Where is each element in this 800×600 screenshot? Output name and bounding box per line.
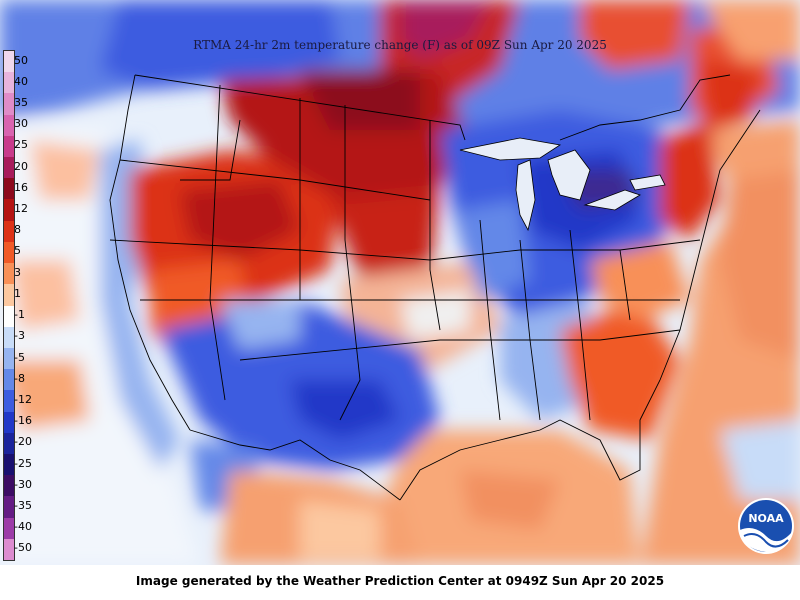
- noaa-logo: NOAA: [736, 496, 796, 556]
- legend-label: -50: [14, 541, 32, 555]
- legend-swatch: [4, 284, 14, 306]
- legend-swatch: [4, 475, 14, 497]
- legend-swatch: [4, 305, 14, 328]
- legend-label: 35: [14, 96, 28, 110]
- legend-swatch: [4, 432, 14, 455]
- legend-swatch: [4, 220, 14, 243]
- color-legend: [3, 50, 15, 561]
- legend-swatch: [4, 517, 14, 540]
- legend-swatch: [4, 157, 14, 179]
- legend-label: -8: [14, 371, 25, 385]
- legend-label: -16: [14, 414, 32, 428]
- great-lakes: [459, 137, 666, 232]
- legend-label: -20: [14, 435, 32, 449]
- footer-credit: Image generated by the Weather Predictio…: [135, 574, 665, 588]
- temperature-change-map: RTMA 24-hr 2m temperature change (F) as …: [0, 0, 800, 565]
- noaa-logo-text: NOAA: [748, 512, 784, 525]
- legend-label: -35: [14, 498, 32, 512]
- legend-swatch: [4, 347, 14, 370]
- legend-swatch: [4, 538, 14, 561]
- legend-swatch: [4, 135, 14, 158]
- legend-swatch: [4, 411, 14, 434]
- legend-swatch: [4, 326, 14, 349]
- legend-swatch: [4, 241, 14, 264]
- legend-label: 1: [14, 286, 21, 300]
- map-canvas: [0, 0, 800, 565]
- legend-swatch: [4, 178, 14, 200]
- legend-label: 50: [14, 53, 28, 67]
- legend-label: 16: [14, 180, 28, 194]
- legend-label: 40: [14, 74, 28, 88]
- political-boundaries: [109, 74, 761, 501]
- legend-label: -1: [14, 308, 25, 322]
- legend-label: -25: [14, 456, 32, 470]
- legend-label: -12: [14, 392, 32, 406]
- legend-label: 25: [14, 138, 28, 152]
- legend-swatch: [4, 72, 14, 94]
- legend-swatch: [4, 496, 14, 519]
- temperature-field: [0, 0, 800, 565]
- legend-swatch: [4, 51, 14, 73]
- legend-label: 30: [14, 117, 28, 131]
- legend-swatch: [4, 93, 14, 116]
- legend-swatch: [4, 453, 14, 476]
- legend-swatch: [4, 114, 14, 137]
- legend-label: 8: [14, 223, 21, 237]
- legend-label: 3: [14, 265, 21, 279]
- legend-swatch: [4, 369, 14, 391]
- legend-label: 20: [14, 159, 28, 173]
- legend-label: -40: [14, 520, 32, 534]
- legend-label: -3: [14, 329, 25, 343]
- legend-label: 5: [14, 244, 21, 258]
- legend-swatch: [4, 390, 14, 413]
- map-title: RTMA 24-hr 2m temperature change (F) as …: [193, 38, 607, 52]
- legend-swatch: [4, 263, 14, 285]
- legend-label: -5: [14, 350, 25, 364]
- legend-label: -30: [14, 477, 32, 491]
- legend-swatch: [4, 199, 14, 222]
- legend-label: 12: [14, 202, 28, 216]
